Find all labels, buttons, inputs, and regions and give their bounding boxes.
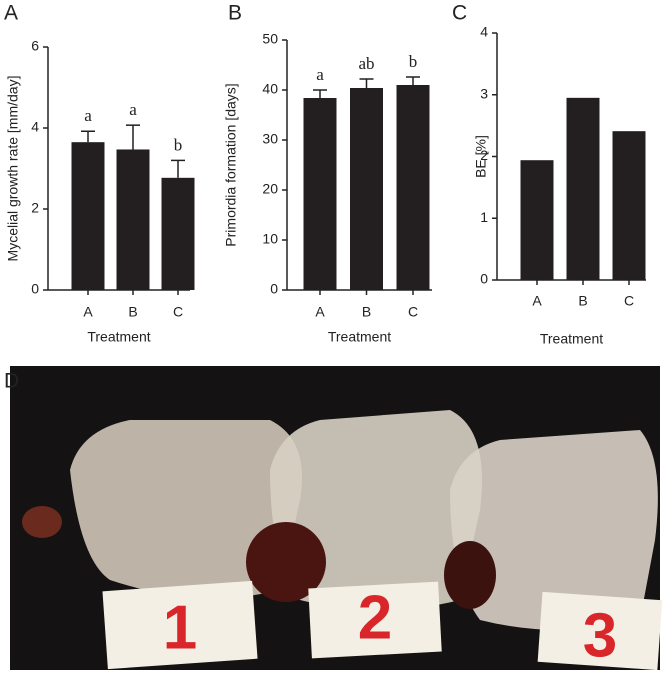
x-tick-label: A [315,304,325,320]
x-tick-label: C [624,293,634,309]
bar [116,149,150,290]
bar [161,177,195,290]
significance-letter: b [174,135,183,154]
bar [520,160,554,280]
x-tick-label: C [408,304,418,320]
significance-letter: a [316,65,324,84]
card-number: 1 [163,593,197,662]
x-tick-label: A [532,293,542,309]
y-axis-label: BE [%] [473,135,489,178]
significance-letter: ab [358,54,374,73]
card-number: 3 [583,601,617,670]
x-tick-label: B [578,293,587,309]
x-tick-label: B [128,304,137,320]
panel-label: B [228,2,242,25]
panel-label: D [4,370,19,393]
significance-letter: a [84,106,92,125]
y-tick-label: 2 [31,200,39,216]
y-tick-label: 50 [262,31,278,47]
panel-label: C [452,2,467,25]
card-number: 2 [358,583,392,652]
x-axis-label: Treatment [328,329,391,345]
x-axis-label: Treatment [540,331,603,347]
y-tick-label: 4 [480,24,488,40]
bar [350,88,383,290]
y-tick-label: 10 [262,231,278,247]
y-tick-label: 0 [31,281,39,297]
y-tick-label: 0 [270,281,278,297]
panel-label: A [4,2,18,25]
y-tick-label: 4 [31,119,39,135]
y-tick-label: 0 [480,271,488,287]
photo-drawing [22,410,663,671]
significance-letter: b [409,52,418,71]
x-tick-label: C [173,304,183,320]
y-tick-label: 20 [262,181,278,197]
bar [396,85,430,290]
y-axis-label: Mycelial growth rate [mm/day] [5,76,21,262]
bar [303,98,337,290]
y-tick-label: 2 [480,147,488,163]
x-axis-label: Treatment [87,329,150,345]
y-tick-label: 3 [480,85,488,101]
bar [566,97,600,281]
y-tick-label: 1 [480,209,488,225]
significance-letter: a [129,100,137,119]
x-tick-label: A [83,304,93,320]
bar [71,142,105,290]
x-tick-label: B [362,304,371,320]
y-tick-label: 6 [31,38,39,54]
bar [612,131,646,280]
y-axis-label: Primordia formation [days] [223,83,239,246]
y-tick-label: 40 [262,81,278,97]
y-tick-label: 30 [262,131,278,147]
